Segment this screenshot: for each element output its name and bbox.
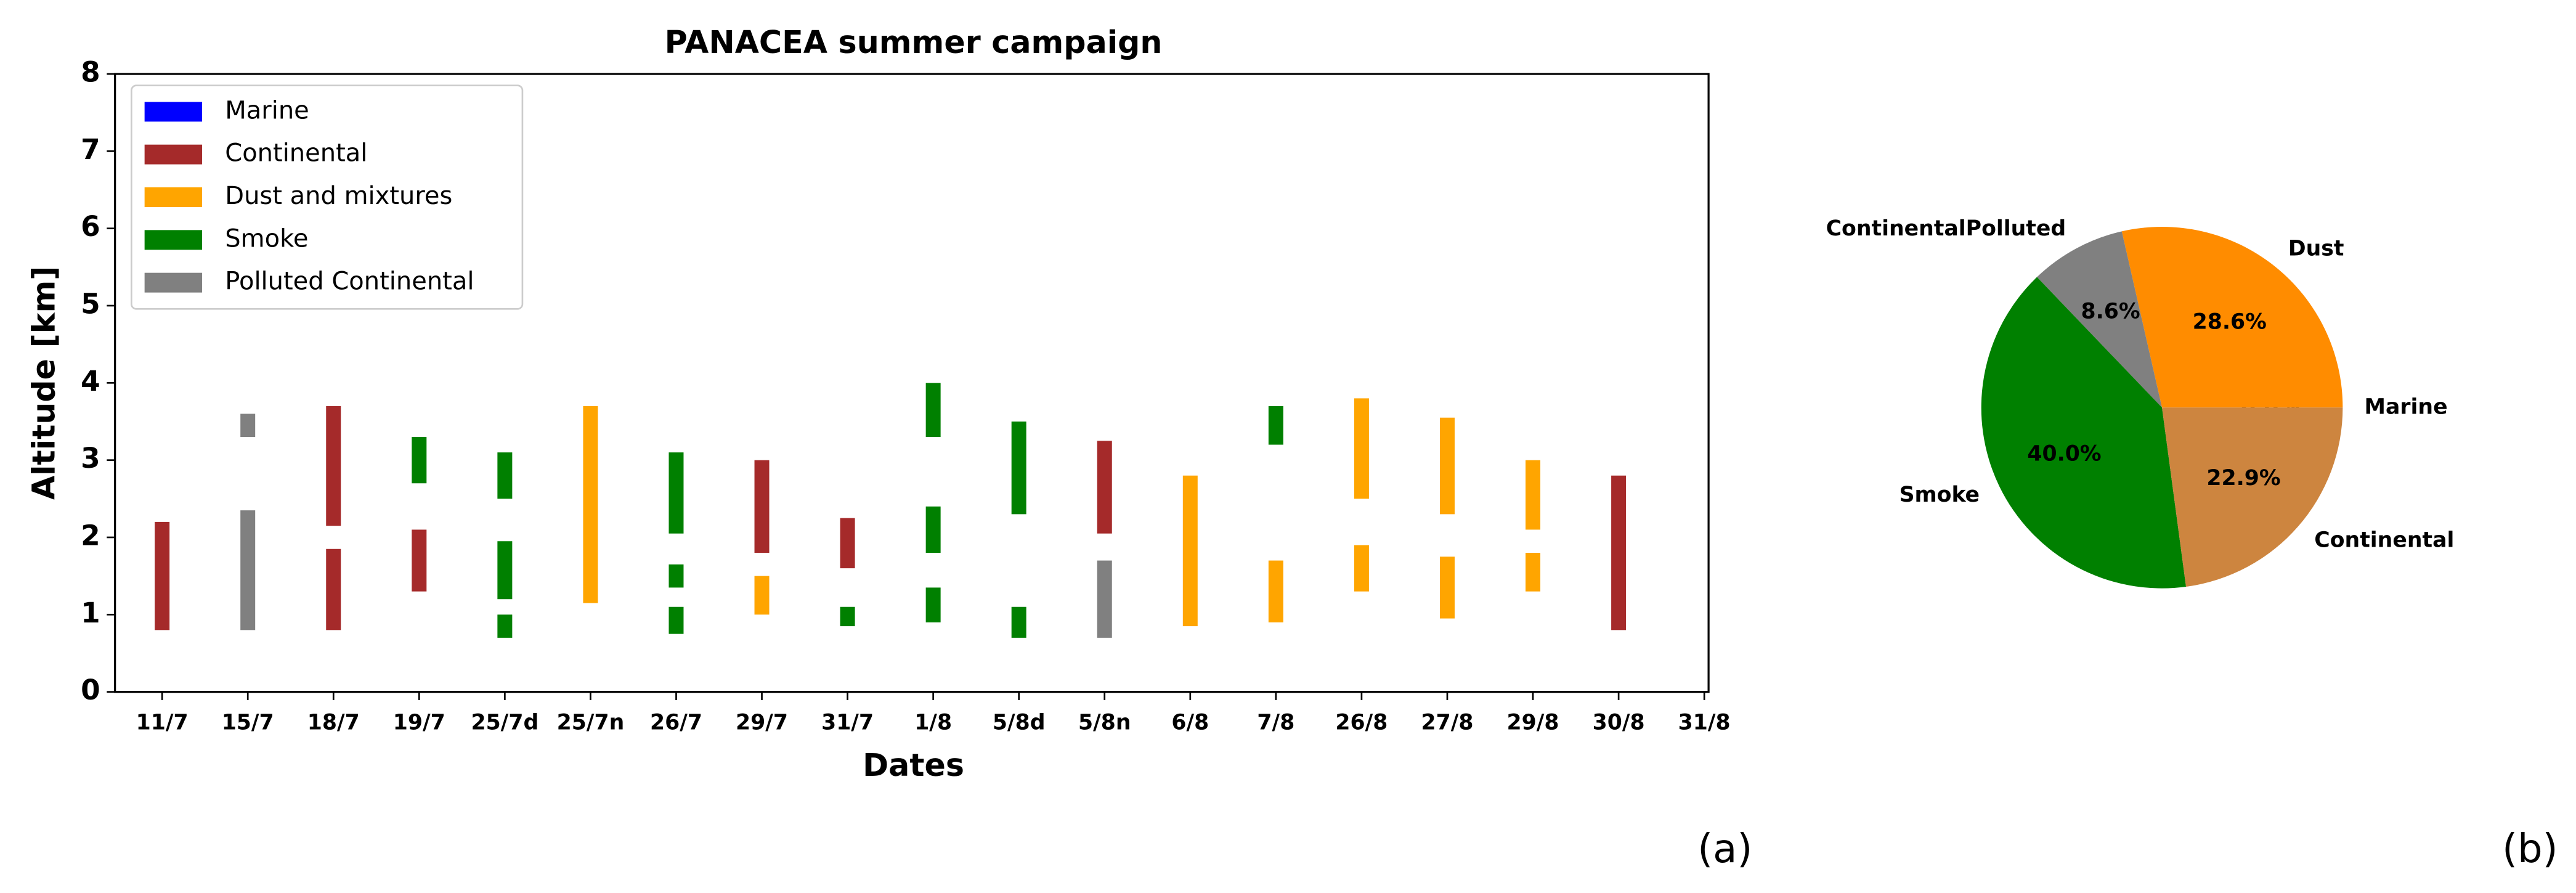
pie-value-label: 22.9% — [2206, 466, 2280, 491]
x-tick-label: 1/8 — [914, 710, 952, 735]
pie-slice — [1981, 277, 2187, 589]
x-tick-label: 7/8 — [1257, 710, 1294, 735]
y-tick-label: 4 — [81, 365, 100, 398]
pie-label: ContinentalPolluted — [1826, 216, 2066, 241]
y-tick-label: 2 — [81, 519, 100, 552]
x-tick-label: 19/7 — [393, 710, 445, 735]
legend-label: Polluted Continental — [225, 267, 474, 296]
layer-bar — [497, 541, 513, 600]
layer-bar — [840, 518, 855, 569]
layer-bar — [668, 564, 684, 588]
chart-title: PANACEA summer campaign — [665, 24, 1163, 60]
layer-bar — [1439, 557, 1455, 619]
y-tick-label: 7 — [81, 133, 100, 166]
pie-label: Smoke — [1899, 483, 1980, 507]
x-tick-label: 25/7d — [471, 710, 538, 735]
x-tick-label: 29/8 — [1507, 710, 1559, 735]
layer-bar — [1182, 475, 1198, 627]
plot-frame — [114, 73, 1710, 693]
layer-bar — [412, 437, 427, 484]
panel-label: (b) — [2502, 826, 2558, 872]
x-tick-label: 27/8 — [1421, 710, 1473, 735]
y-tick-label: 8 — [81, 56, 100, 89]
pie-value-label: 28.6% — [2193, 310, 2267, 335]
legend-label: Marine — [225, 96, 309, 124]
layer-bar — [326, 548, 341, 630]
x-tick-label: 6/8 — [1171, 710, 1209, 735]
pie-label: Dust — [2288, 236, 2344, 261]
layer-bar — [668, 452, 684, 534]
layer-bar — [155, 521, 170, 630]
y-tick-label: 6 — [81, 210, 100, 243]
pie-value-label: 40.0% — [2027, 442, 2101, 467]
layer-bar — [1354, 398, 1369, 499]
layer-bar — [925, 383, 941, 438]
panel-label: (a) — [1697, 826, 1752, 872]
layer-bar — [925, 506, 941, 553]
legend-label: Dust and mixtures — [225, 182, 452, 210]
x-tick-label: 29/7 — [736, 710, 788, 735]
x-axis-label: Dates — [863, 747, 964, 783]
legend-label: Smoke — [225, 224, 308, 253]
layer-bar — [326, 406, 341, 526]
legend-box — [130, 84, 524, 310]
layer-bar — [1097, 560, 1112, 638]
x-tick-label: 11/7 — [136, 710, 189, 735]
y-tick-label: 0 — [81, 674, 100, 706]
x-tick-label: 31/7 — [821, 710, 874, 735]
y-axis-label: Altitude [km] — [26, 266, 62, 500]
y-tick-label: 3 — [81, 442, 100, 475]
legend-swatch — [144, 230, 202, 250]
layer-bar — [1097, 441, 1112, 534]
layer-bar — [240, 510, 256, 630]
legend-label: Continental — [225, 139, 367, 168]
layer-bar — [240, 414, 256, 438]
x-tick-label: 30/8 — [1593, 710, 1645, 735]
layer-bar — [754, 460, 770, 553]
x-tick-label: 5/8n — [1078, 710, 1131, 735]
x-tick-label: 26/7 — [650, 710, 702, 735]
layer-bar — [1526, 460, 1541, 530]
x-tick-label: 5/8d — [993, 710, 1046, 735]
layer-bar — [583, 406, 598, 603]
layer-bar — [754, 576, 770, 615]
layer-bar — [1011, 421, 1026, 515]
layer-bar — [840, 606, 855, 627]
layer-bar — [497, 614, 513, 638]
pie-label: Continental — [2314, 528, 2454, 553]
y-tick-label: 1 — [81, 597, 100, 629]
layer-bar — [1268, 406, 1283, 445]
layer-bar — [412, 529, 427, 592]
pie-label: Marine — [2365, 394, 2448, 419]
legend-swatch — [144, 187, 202, 207]
y-tick-label: 5 — [81, 287, 100, 320]
layer-bar — [1354, 545, 1369, 592]
pie-slice — [2162, 407, 2343, 587]
layer-bar — [1439, 417, 1455, 515]
legend-swatch — [144, 102, 202, 122]
layer-bar — [668, 606, 684, 634]
pie-slice — [2121, 226, 2343, 408]
x-tick-label: 18/7 — [307, 710, 360, 735]
layer-bar — [1268, 560, 1283, 622]
pie-slice — [2037, 231, 2163, 408]
legend-swatch — [144, 144, 202, 165]
layer-bar — [1611, 475, 1627, 630]
x-tick-label: 25/7n — [557, 710, 625, 735]
layer-bar — [1011, 606, 1026, 638]
pie-value-label: 8.6% — [2081, 299, 2140, 324]
x-tick-label: 15/7 — [222, 710, 274, 735]
layer-bar — [1526, 553, 1541, 592]
x-tick-label: 31/8 — [1678, 710, 1731, 735]
layer-bar — [925, 587, 941, 622]
layer-bar — [497, 452, 513, 499]
legend-swatch — [144, 272, 202, 293]
x-tick-label: 26/8 — [1335, 710, 1388, 735]
